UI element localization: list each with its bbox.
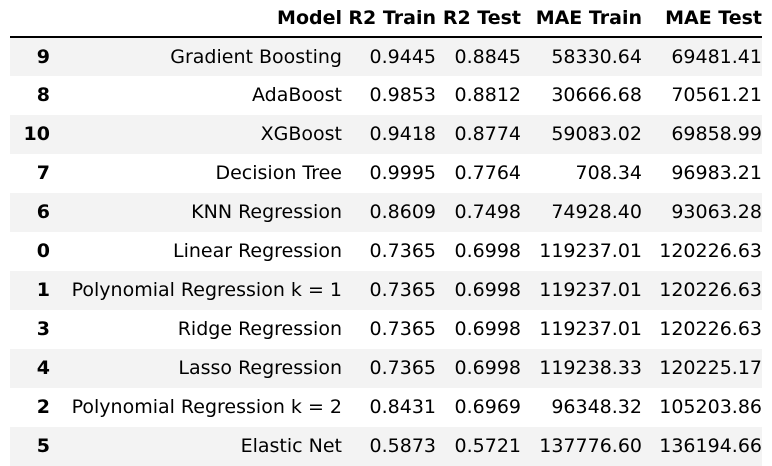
table-row: 2 Polynomial Regression k = 2 0.8431 0.6969… [10, 388, 762, 427]
cell-r2-test: 0.8774 [454, 123, 521, 145]
header-r2-test: R2 Test [436, 0, 521, 38]
cell-mae-test: 120225.17 [659, 357, 762, 379]
header-model: Model [50, 0, 342, 38]
results-table: Model R2 Train R2 Test MAE Train MAE Tes… [10, 0, 762, 466]
cell-r2-train: 0.8431 [369, 396, 436, 418]
cell-r2-train: 0.8609 [369, 201, 436, 223]
cell-model: Polynomial Regression k = 2 [71, 396, 342, 418]
cell-r2-train: 0.7365 [369, 279, 436, 301]
table-row: 7 Decision Tree 0.9995 0.7764 708.34 96983.21 [10, 154, 762, 193]
cell-model: XGBoost [260, 123, 342, 145]
cell-r2-test: 0.8845 [454, 45, 521, 68]
cell-r2-test: 0.6998 [454, 279, 521, 301]
cell-mae-train: 119237.01 [539, 279, 642, 301]
cell-model: Gradient Boosting [170, 45, 342, 68]
cell-mae-test: 69481.41 [671, 45, 762, 68]
cell-mae-train: 59083.02 [551, 123, 642, 145]
cell-r2-train: 0.9853 [369, 84, 436, 106]
table-row: 3 Ridge Regression 0.7365 0.6998 119237.01 12… [10, 310, 762, 349]
cell-mae-train: 96348.32 [551, 396, 642, 418]
row-index: 3 [36, 318, 50, 340]
row-index: 9 [36, 45, 50, 68]
cell-r2-test: 0.8812 [454, 84, 521, 106]
cell-mae-train: 74928.40 [551, 201, 642, 223]
header-mae-train: MAE Train [521, 0, 642, 38]
cell-model: Lasso Regression [178, 357, 342, 379]
row-index: 2 [36, 396, 50, 418]
row-index: 4 [36, 357, 50, 379]
row-index: 1 [36, 279, 50, 301]
cell-r2-test: 0.7498 [454, 201, 521, 223]
cell-mae-train: 58330.64 [551, 45, 642, 68]
table-row: 1 Polynomial Regression k = 1 0.7365 0.6998… [10, 271, 762, 310]
row-index: 5 [36, 435, 50, 457]
cell-mae-test: 70561.21 [671, 84, 762, 106]
cell-r2-train: 0.9995 [369, 162, 436, 184]
header-mae-test: MAE Test [642, 0, 762, 38]
cell-model: AdaBoost [252, 84, 342, 106]
table-row: 9 Gradient Boosting 0.9445 0.8845 58330.64 69… [10, 37, 762, 76]
cell-mae-test: 96983.21 [671, 162, 762, 184]
cell-r2-train: 0.9445 [369, 45, 436, 68]
cell-mae-test: 120226.63 [659, 279, 762, 301]
row-index: 10 [23, 123, 50, 145]
header-row: Model R2 Train R2 Test MAE Train MAE Tes… [10, 0, 762, 38]
table-row: 0 Linear Regression 0.7365 0.6998 119237.01 1… [10, 232, 762, 271]
cell-r2-train: 0.7365 [369, 240, 436, 262]
cell-mae-train: 708.34 [575, 162, 642, 184]
table-row: 4 Lasso Regression 0.7365 0.6998 119238.33 12… [10, 349, 762, 388]
cell-r2-train: 0.7365 [369, 318, 436, 340]
cell-r2-test: 0.6998 [454, 240, 521, 262]
cell-mae-test: 105203.86 [659, 396, 762, 418]
row-index: 6 [36, 201, 50, 223]
row-index: 7 [36, 162, 50, 184]
row-index: 0 [36, 240, 50, 262]
cell-model: Ridge Regression [177, 318, 342, 340]
cell-model: Linear Regression [172, 240, 342, 262]
cell-mae-test: 93063.28 [671, 201, 762, 223]
cell-r2-test: 0.6998 [454, 357, 521, 379]
cell-r2-test: 0.7764 [454, 162, 521, 184]
cell-r2-test: 0.6998 [454, 318, 521, 340]
cell-mae-test: 69858.99 [671, 123, 762, 145]
cell-mae-train: 30666.68 [551, 84, 642, 106]
cell-mae-test: 120226.63 [659, 240, 762, 262]
cell-r2-train: 0.5873 [369, 435, 436, 457]
table-row: 10 XGBoost 0.9418 0.8774 59083.02 69858.99 [10, 115, 762, 154]
cell-r2-train: 0.7365 [369, 357, 436, 379]
cell-model: Elastic Net [240, 435, 342, 457]
table-row: 8 AdaBoost 0.9853 0.8812 30666.68 70561.21 [10, 76, 762, 115]
cell-mae-train: 119237.01 [539, 240, 642, 262]
table-row: 5 Elastic Net 0.5873 0.5721 137776.60 136194.… [10, 427, 762, 466]
cell-r2-train: 0.9418 [369, 123, 436, 145]
cell-r2-test: 0.6969 [454, 396, 521, 418]
row-index: 8 [36, 84, 50, 106]
cell-mae-train: 137776.60 [539, 435, 642, 457]
cell-mae-train: 119237.01 [539, 318, 642, 340]
cell-mae-test: 120226.63 [659, 318, 762, 340]
table-header: Model R2 Train R2 Test MAE Train MAE Tes… [10, 0, 762, 38]
table-row: 6 KNN Regression 0.8609 0.7498 74928.40 93063… [10, 193, 762, 232]
table-body: 9 Gradient Boosting 0.9445 0.8845 58330.64 69… [10, 37, 762, 466]
cell-model: Polynomial Regression k = 1 [71, 279, 342, 301]
cell-r2-test: 0.5721 [454, 435, 521, 457]
cell-mae-test: 136194.66 [659, 435, 762, 457]
cell-model: KNN Regression [191, 201, 342, 223]
header-r2-train: R2 Train [342, 0, 436, 38]
header-index [10, 0, 50, 38]
cell-mae-train: 119238.33 [539, 357, 642, 379]
cell-model: Decision Tree [215, 162, 342, 184]
